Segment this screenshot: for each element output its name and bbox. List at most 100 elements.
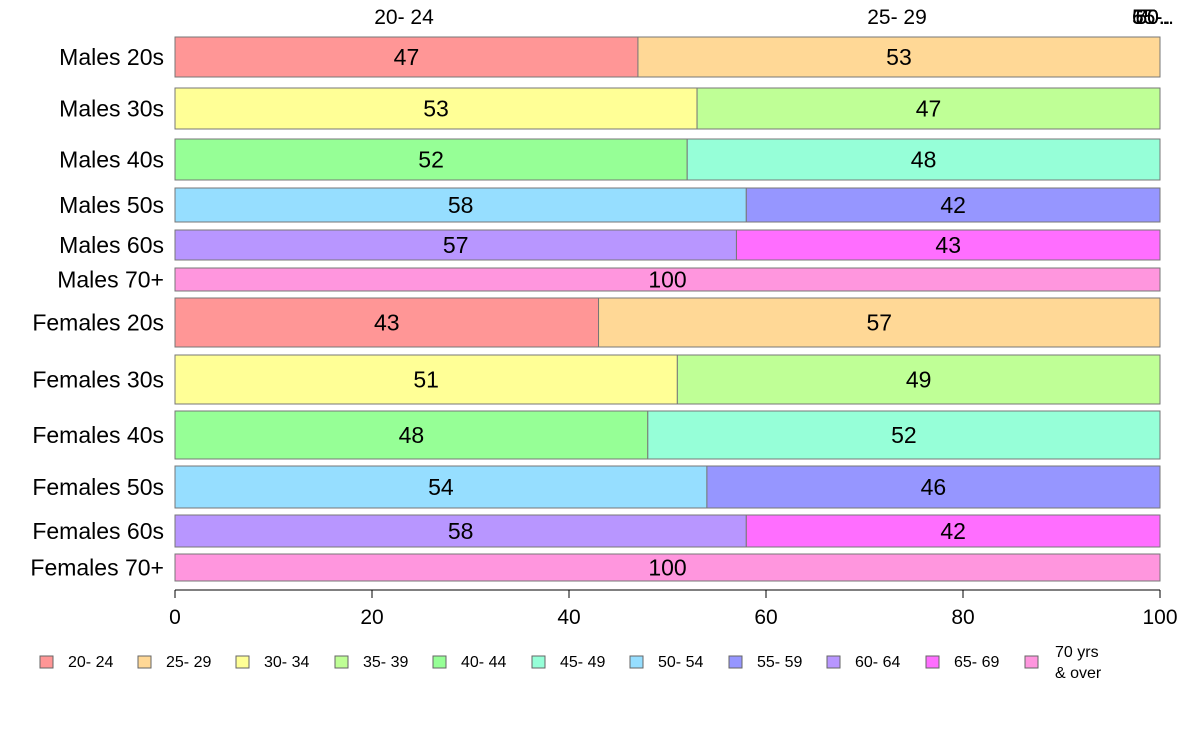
bar-segment	[647, 410, 1161, 460]
bar-segment	[735, 229, 1161, 261]
bar-value-label: 57	[866, 310, 892, 336]
bar-value-label: 53	[423, 96, 449, 122]
bar-value-label: 43	[374, 310, 400, 336]
legend-swatch	[826, 655, 841, 669]
bar-segment	[696, 87, 1161, 130]
x-tick-label: 80	[951, 606, 974, 629]
bar-segment	[745, 187, 1161, 223]
legend-swatch	[432, 655, 447, 669]
y-tick-label: Females 20s	[32, 310, 164, 336]
legend: 20- 24 25- 29 30- 34 35- 39 40- 44 45- 49 50- …	[39, 644, 1102, 682]
legend-swatch	[629, 655, 644, 669]
x-tick-label: 40	[557, 606, 580, 629]
bar-value-label: 100	[648, 555, 686, 581]
bar-value-label: 57	[443, 232, 469, 258]
y-tick-label: Females 50s	[32, 474, 164, 500]
top-label: 50..	[1135, 6, 1170, 29]
legend-label: 60- 64	[855, 654, 900, 671]
bar-value-label: 58	[448, 192, 474, 218]
bar-value-label: 58	[448, 518, 474, 544]
bar-segment	[676, 354, 1161, 405]
legend-label: 50- 54	[658, 654, 703, 671]
bar-value-label: 42	[940, 192, 966, 218]
bar-segment	[706, 465, 1161, 509]
legend-swatch	[334, 655, 349, 669]
legend-swatch	[531, 655, 546, 669]
y-tick-label: Males 70+	[57, 267, 164, 293]
legend-swatch	[1024, 655, 1039, 669]
y-tick-label: Females 30s	[32, 367, 164, 393]
bar-segment	[174, 297, 600, 348]
legend-swatch	[925, 655, 940, 669]
y-tick-label: Males 50s	[59, 192, 164, 218]
legend-swatch	[728, 655, 743, 669]
legend-label: 20- 24	[68, 654, 113, 671]
legend-label: 70 yrs & over	[1055, 644, 1102, 682]
y-tick-label: Males 60s	[59, 232, 164, 258]
top-label: 60..	[1135, 6, 1170, 29]
top-label: 65-..	[1132, 6, 1174, 29]
legend-label: 55- 59	[757, 654, 802, 671]
bar-value-label: 46	[921, 474, 947, 500]
bar-value-label: 52	[891, 422, 917, 448]
bar-segment	[637, 36, 1161, 78]
bar-segment	[686, 138, 1161, 181]
legend-label: 45- 49	[560, 654, 605, 671]
bar-value-label: 49	[906, 367, 932, 393]
bar-value-label: 48	[399, 422, 425, 448]
bar-segment	[174, 138, 688, 181]
legend-entry: 50- 54	[629, 654, 703, 671]
legend-entry: 40- 44	[432, 654, 506, 671]
legend-label: 40- 44	[461, 654, 506, 671]
bar-value-label: 47	[394, 44, 420, 70]
y-tick-label: Females 40s	[32, 422, 164, 448]
y-tick-label: Males 30s	[59, 96, 164, 122]
bar-segment	[174, 553, 1161, 582]
bar-value-label: 47	[916, 96, 942, 122]
legend-entry: 70 yrs & over	[1024, 644, 1102, 682]
bar-segment	[174, 187, 747, 223]
bar-segment	[745, 514, 1161, 548]
top-label: 25- 29	[867, 6, 927, 29]
legend-entry: 65- 69	[925, 654, 999, 671]
x-axis: 0 20 40 60 80 100	[169, 589, 1178, 629]
legend-swatch	[39, 655, 54, 669]
top-labels: 20- 24 25- 29 55-..65-..50..60..70..	[374, 6, 1174, 29]
bar-value-label: 48	[911, 147, 937, 173]
bar-segment	[174, 354, 678, 405]
bar-value-label: 100	[648, 267, 686, 293]
legend-entry: 45- 49	[531, 654, 605, 671]
legend-entry: 25- 29	[137, 654, 211, 671]
legend-entry: 35- 39	[334, 654, 408, 671]
bar-value-label: 51	[413, 367, 439, 393]
legend-swatch	[137, 655, 152, 669]
x-tick-label: 100	[1142, 606, 1177, 629]
bar-value-label: 43	[935, 232, 961, 258]
legend-label: 25- 29	[166, 654, 211, 671]
legend-entry: 60- 64	[826, 654, 900, 671]
legend-label: 65- 69	[954, 654, 999, 671]
bar-segment	[174, 267, 1161, 292]
bar-value-label: 52	[418, 147, 444, 173]
y-tick-label: Males 20s	[59, 44, 164, 70]
x-tick-label: 0	[169, 606, 181, 629]
legend-entry: 55- 59	[728, 654, 802, 671]
bar-value-label: 54	[428, 474, 454, 500]
x-tick-label: 20	[360, 606, 383, 629]
y-axis-labels: Males 20s Males 30s Males 40s Males 50s Male…	[30, 44, 164, 581]
x-tick-label: 60	[754, 606, 777, 629]
legend-label: 35- 39	[363, 654, 408, 671]
bar-value-label: 53	[886, 44, 912, 70]
bar-segment	[598, 297, 1161, 348]
legend-entry: 20- 24	[39, 654, 113, 671]
y-tick-label: Males 40s	[59, 147, 164, 173]
bar-segment	[174, 514, 747, 548]
legend-entry: 30- 34	[235, 654, 309, 671]
legend-swatch	[235, 655, 250, 669]
bar-value-label: 42	[940, 518, 966, 544]
bar-segment	[174, 410, 649, 460]
top-label: 70..	[1135, 6, 1170, 29]
bar-segment	[174, 87, 698, 130]
